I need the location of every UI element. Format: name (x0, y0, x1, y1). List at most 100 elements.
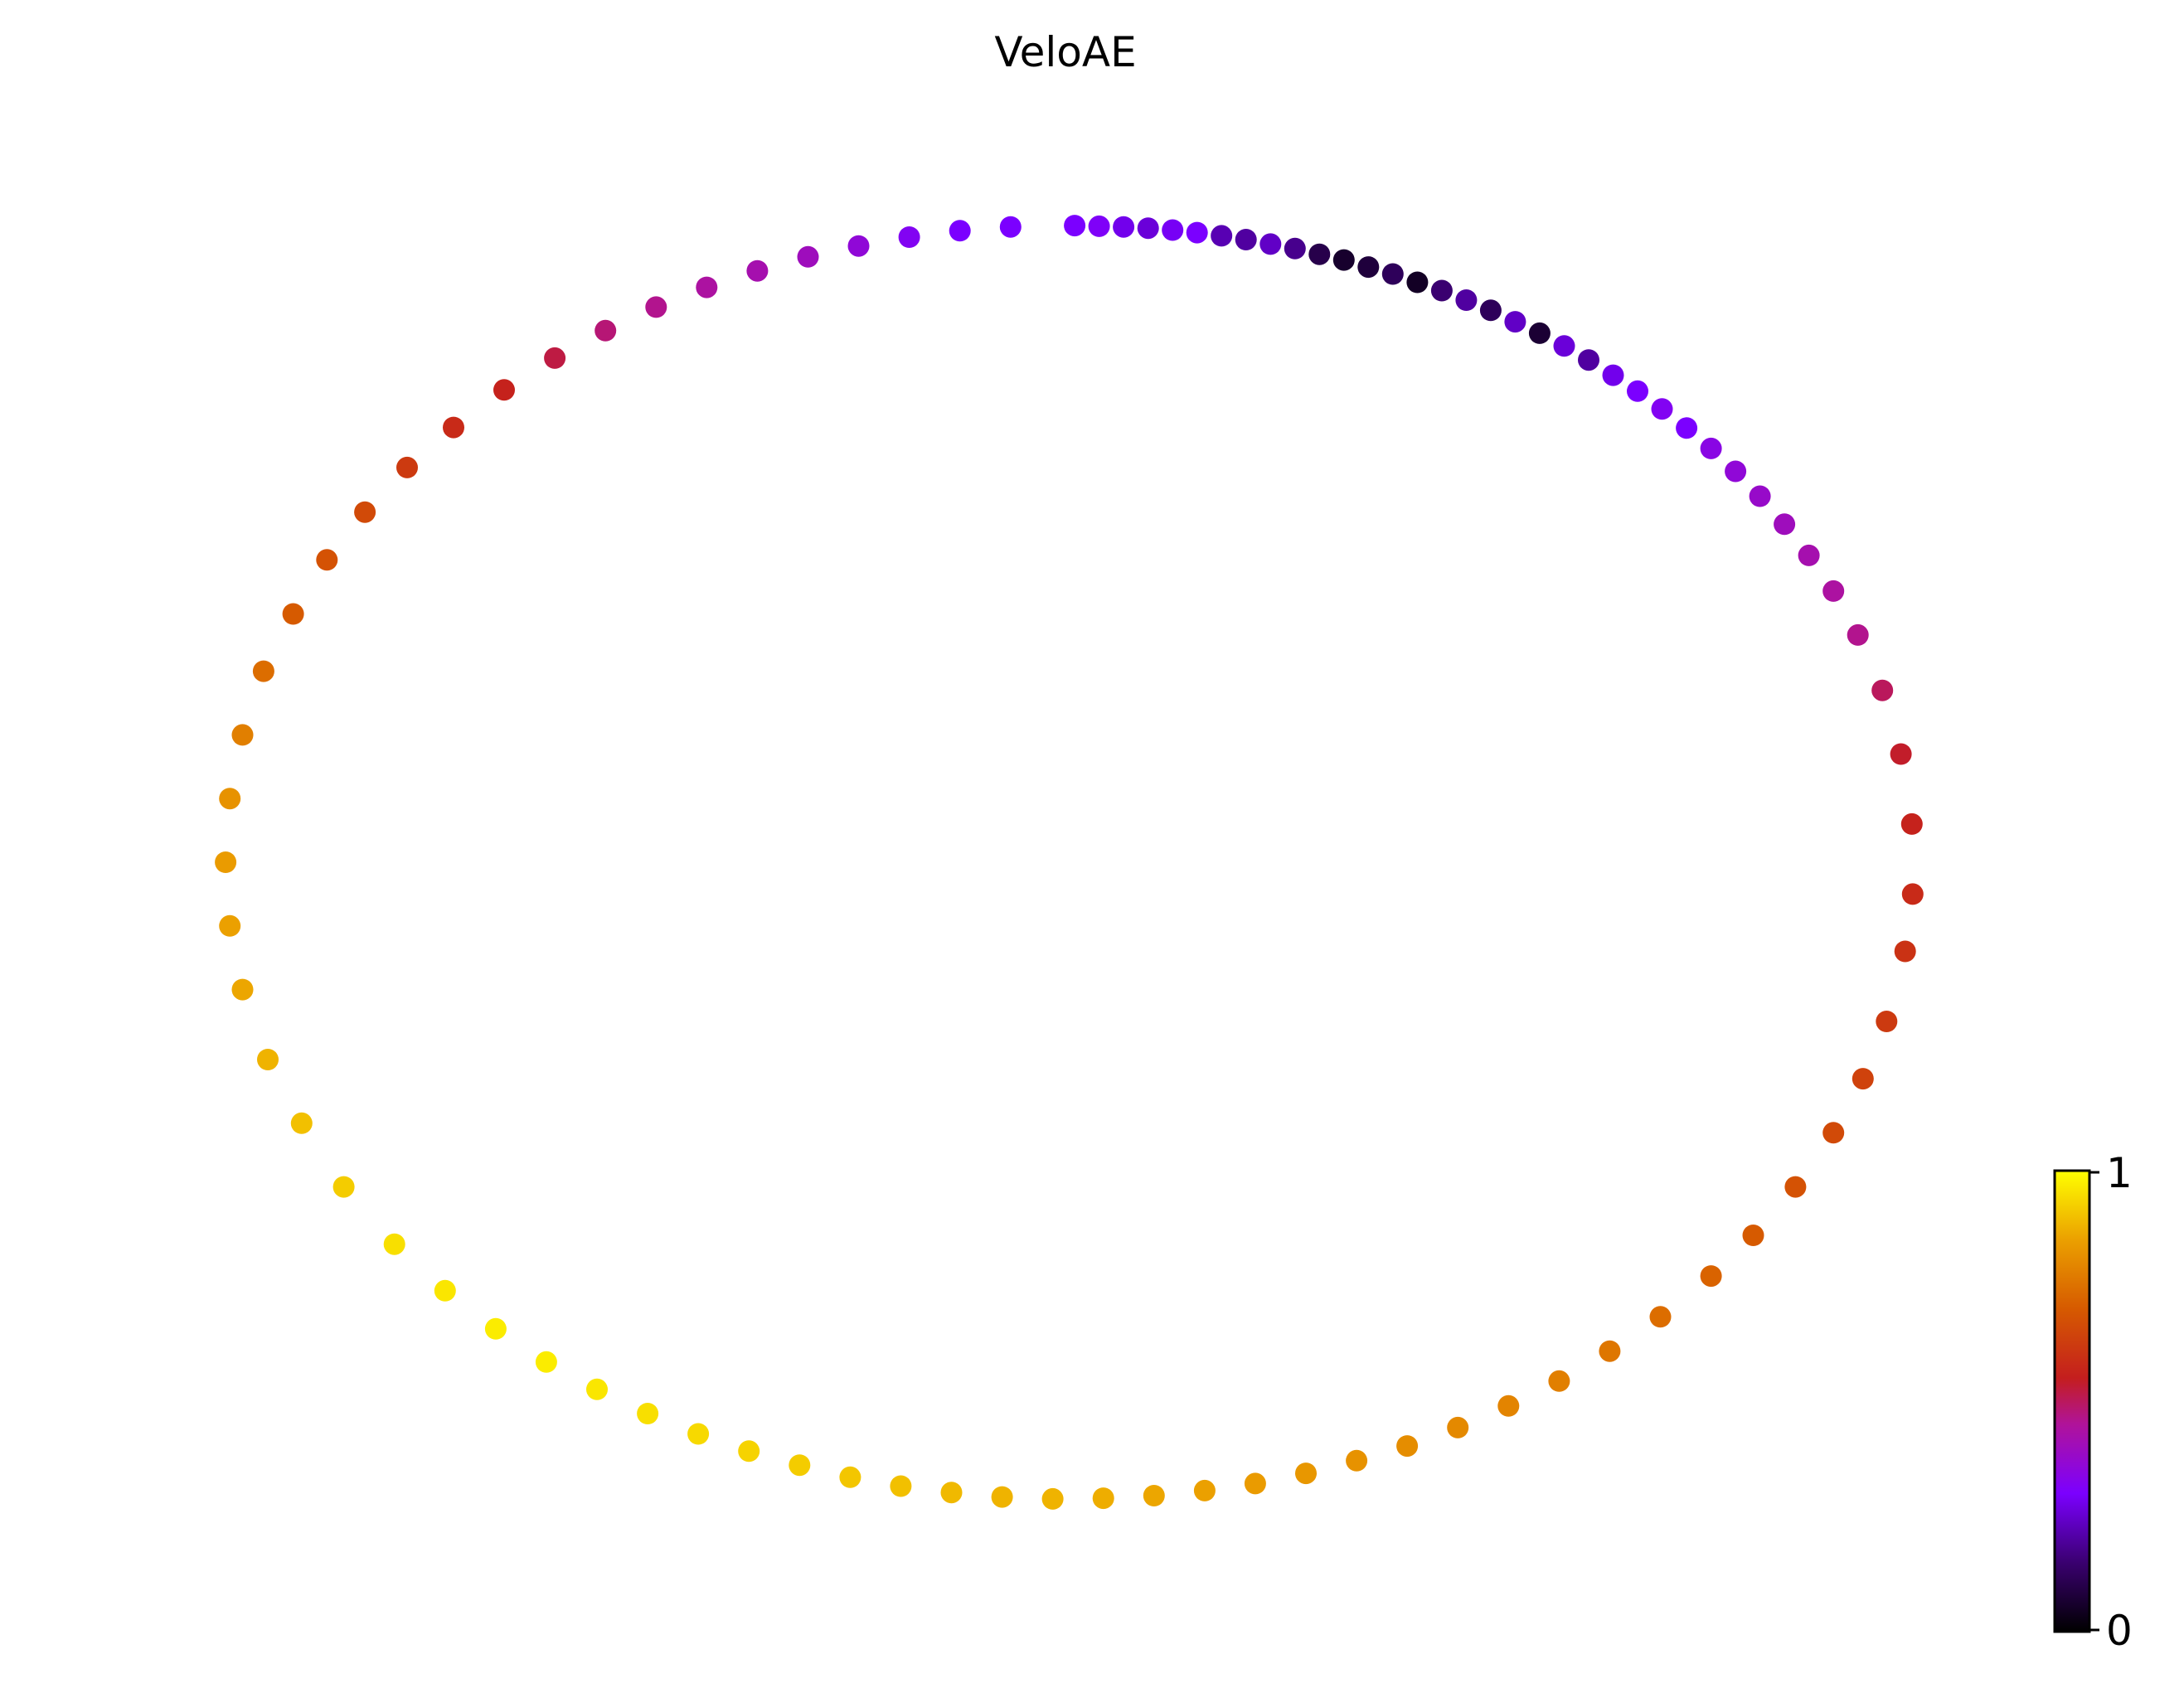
scatter-point (1548, 1370, 1570, 1392)
scatter-point (999, 216, 1022, 238)
scatter-point (1295, 1462, 1317, 1485)
colorbar: 1 0 (2053, 1149, 2133, 1655)
scatter-point (1676, 417, 1698, 439)
scatter-point (1244, 1472, 1266, 1495)
scatter-point (1578, 349, 1599, 371)
scatter-point (1235, 229, 1257, 250)
scatter-point (1876, 1011, 1898, 1032)
scatter-point (1852, 1068, 1874, 1090)
scatter-point (354, 501, 376, 523)
scatter-point (1346, 1449, 1368, 1472)
scatter-point (1602, 364, 1624, 386)
scatter-point (645, 296, 667, 318)
chart-title: VeloAE (994, 28, 1136, 76)
scatter-point (839, 1466, 861, 1488)
scatter-point (1137, 217, 1159, 240)
scatter-point (898, 226, 920, 248)
scatter-point (383, 1233, 405, 1255)
scatter-point (1553, 335, 1575, 357)
scatter-point (696, 276, 718, 298)
scatter-point (1064, 215, 1086, 237)
scatter-point (484, 1317, 507, 1340)
scatter-point (1143, 1485, 1165, 1506)
scatter-point (535, 1351, 557, 1373)
scatter-point (1186, 221, 1208, 244)
scatter-point (1822, 1122, 1845, 1144)
scatter-point (1430, 279, 1453, 302)
scatter-point (282, 603, 304, 625)
scatter-point (252, 660, 274, 682)
scatter-point (746, 260, 769, 282)
scatter-point (637, 1403, 659, 1424)
scatter-point (1193, 1479, 1216, 1501)
scatter-point (687, 1423, 710, 1445)
scatter-point (544, 347, 566, 369)
scatter-point (1455, 289, 1478, 311)
scatter-point (1479, 299, 1502, 322)
scatter-point (231, 978, 254, 1001)
scatter-point (789, 1454, 811, 1477)
scatter-point (1774, 513, 1796, 536)
scatter-point (1162, 219, 1184, 241)
scatter-point (1357, 256, 1380, 279)
scatter-point (290, 1112, 313, 1134)
scatter-point (1113, 216, 1135, 238)
scatter-point (1894, 940, 1916, 963)
scatter-point (1406, 271, 1429, 293)
scatter-point (890, 1475, 912, 1497)
scatter-point (738, 1440, 760, 1462)
scatter-point (1497, 1395, 1520, 1417)
scatter-point (1742, 1225, 1764, 1246)
scatter-point (1211, 225, 1233, 247)
scatter-point (1798, 544, 1820, 566)
colorbar-label-max: 1 (2106, 1149, 2133, 1197)
scatter-point (1890, 743, 1912, 765)
scatter-point (434, 1279, 456, 1302)
scatter-point (257, 1049, 279, 1070)
scatter-point (1332, 249, 1355, 271)
scatter-point (1447, 1416, 1469, 1438)
scatter-point (847, 235, 870, 257)
scatter-points (215, 215, 1924, 1510)
scatter-point (1528, 322, 1551, 344)
scatter-point (215, 851, 237, 873)
scatter-point (493, 379, 515, 401)
scatter-point (1599, 1340, 1621, 1362)
scatter-point (1700, 437, 1722, 459)
scatter-point (595, 319, 617, 342)
scatter-point (396, 456, 418, 478)
scatter-point (1649, 1306, 1672, 1328)
scatter-point (949, 220, 971, 242)
scatter-point (231, 724, 254, 746)
scatter-point (1784, 1176, 1807, 1198)
scatter-point (1700, 1265, 1722, 1288)
colorbar-gradient (2053, 1169, 2091, 1633)
scatter-point (1396, 1435, 1419, 1458)
scatter-point (1627, 380, 1648, 402)
scatter-point (219, 914, 241, 937)
scatter-point (332, 1176, 355, 1198)
scatter-point (443, 416, 464, 439)
scatter-point (219, 788, 241, 810)
scatter-point (797, 245, 819, 268)
scatter-point (1847, 623, 1869, 646)
scatter-point (1749, 485, 1771, 507)
scatter-point (1092, 1487, 1114, 1510)
scatter-point (1900, 812, 1923, 835)
scatter-point (1725, 460, 1747, 483)
scatter-point (1308, 243, 1331, 265)
scatter-point (1259, 233, 1282, 255)
scatter-point (1284, 237, 1306, 260)
scatter-point (1871, 679, 1894, 701)
scatter-point (586, 1378, 608, 1400)
scatter-point (316, 549, 338, 571)
scatter-point (1088, 215, 1110, 237)
scatter-point (1381, 263, 1404, 285)
scatter-point (1041, 1487, 1064, 1510)
scatter-point (1901, 883, 1924, 905)
colorbar-label-min: 0 (2106, 1607, 2133, 1655)
scatter-point (1651, 398, 1673, 420)
scatter-point (1822, 580, 1845, 602)
scatter-point (991, 1486, 1013, 1508)
